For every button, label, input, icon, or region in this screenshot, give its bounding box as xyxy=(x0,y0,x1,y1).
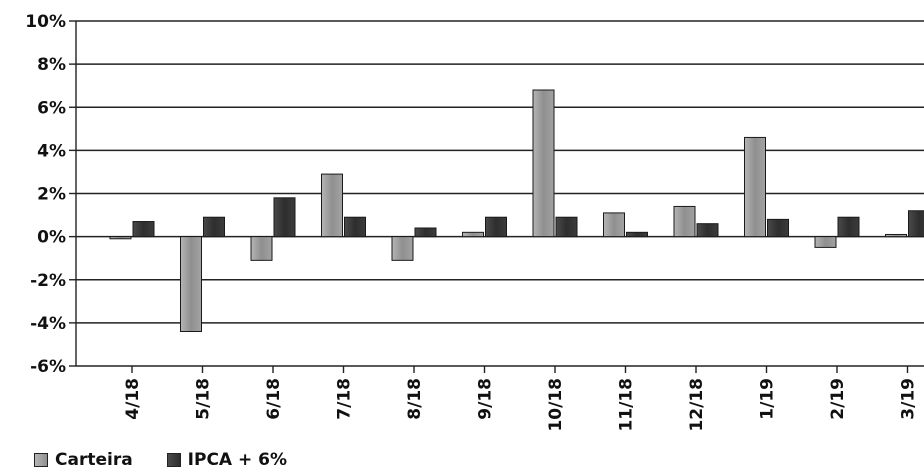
bar-carteira xyxy=(109,236,132,240)
y-tick-label: -2% xyxy=(30,271,66,291)
legend-item-ipca: IPCA + 6% xyxy=(166,450,288,470)
bar-ipca xyxy=(767,218,789,238)
x-tick-label: 6/18 xyxy=(264,378,284,420)
y-tick-label: 2% xyxy=(37,185,66,205)
x-tick-label: 8/18 xyxy=(405,378,425,420)
bar-ipca xyxy=(696,223,719,238)
legend: Carteira IPCA + 6% xyxy=(34,448,321,472)
bar-carteira xyxy=(391,236,414,261)
bar-ipca xyxy=(837,216,860,238)
bar-carteira xyxy=(744,136,766,238)
y-tick-label: 6% xyxy=(37,98,66,118)
legend-swatch-ipca xyxy=(166,453,181,467)
bar-ipca xyxy=(626,231,648,238)
x-tick-label: 5/18 xyxy=(194,378,214,420)
legend-item-carteira: Carteira xyxy=(34,450,133,470)
bar-carteira xyxy=(462,231,484,238)
x-tick-label: 3/19 xyxy=(899,378,919,420)
bar-ipca xyxy=(203,216,225,238)
bar-ipca xyxy=(344,216,366,238)
x-tick-label: 9/18 xyxy=(476,378,496,420)
bar-carteira xyxy=(673,205,696,238)
x-tick-label: 4/18 xyxy=(123,378,143,420)
bar-carteira xyxy=(321,173,343,238)
x-tick-label: 2/19 xyxy=(828,378,848,420)
y-tick-label: -6% xyxy=(30,357,66,377)
bar-ipca xyxy=(908,210,924,238)
bar-ipca xyxy=(273,197,296,238)
x-tick-label: 11/18 xyxy=(617,378,637,432)
x-tick-label: 10/18 xyxy=(546,378,566,432)
bar-carteira xyxy=(603,212,625,238)
y-tick-label: 4% xyxy=(37,141,66,161)
bar-ipca xyxy=(485,216,507,238)
bar-carteira xyxy=(885,233,907,238)
x-tick-label: 1/19 xyxy=(758,378,778,420)
bar-ipca xyxy=(414,227,437,238)
y-tick-label: -4% xyxy=(30,314,66,334)
bar-ipca xyxy=(132,221,155,238)
y-tick-label: 8% xyxy=(37,55,66,75)
legend-swatch-carteira xyxy=(34,453,48,467)
y-tick-label: 0% xyxy=(37,228,66,248)
bar-ipca xyxy=(555,216,578,238)
bar-carteira xyxy=(180,236,202,332)
legend-label-ipca: IPCA + 6% xyxy=(187,450,288,470)
x-tick-label: 12/18 xyxy=(687,378,707,432)
bar-carteira xyxy=(814,236,837,248)
bar-carteira xyxy=(532,89,555,238)
y-tick-label: 10% xyxy=(25,12,66,32)
bar-carteira xyxy=(250,236,273,261)
x-tick-label: 7/18 xyxy=(335,378,355,420)
legend-label-carteira: Carteira xyxy=(55,450,133,470)
